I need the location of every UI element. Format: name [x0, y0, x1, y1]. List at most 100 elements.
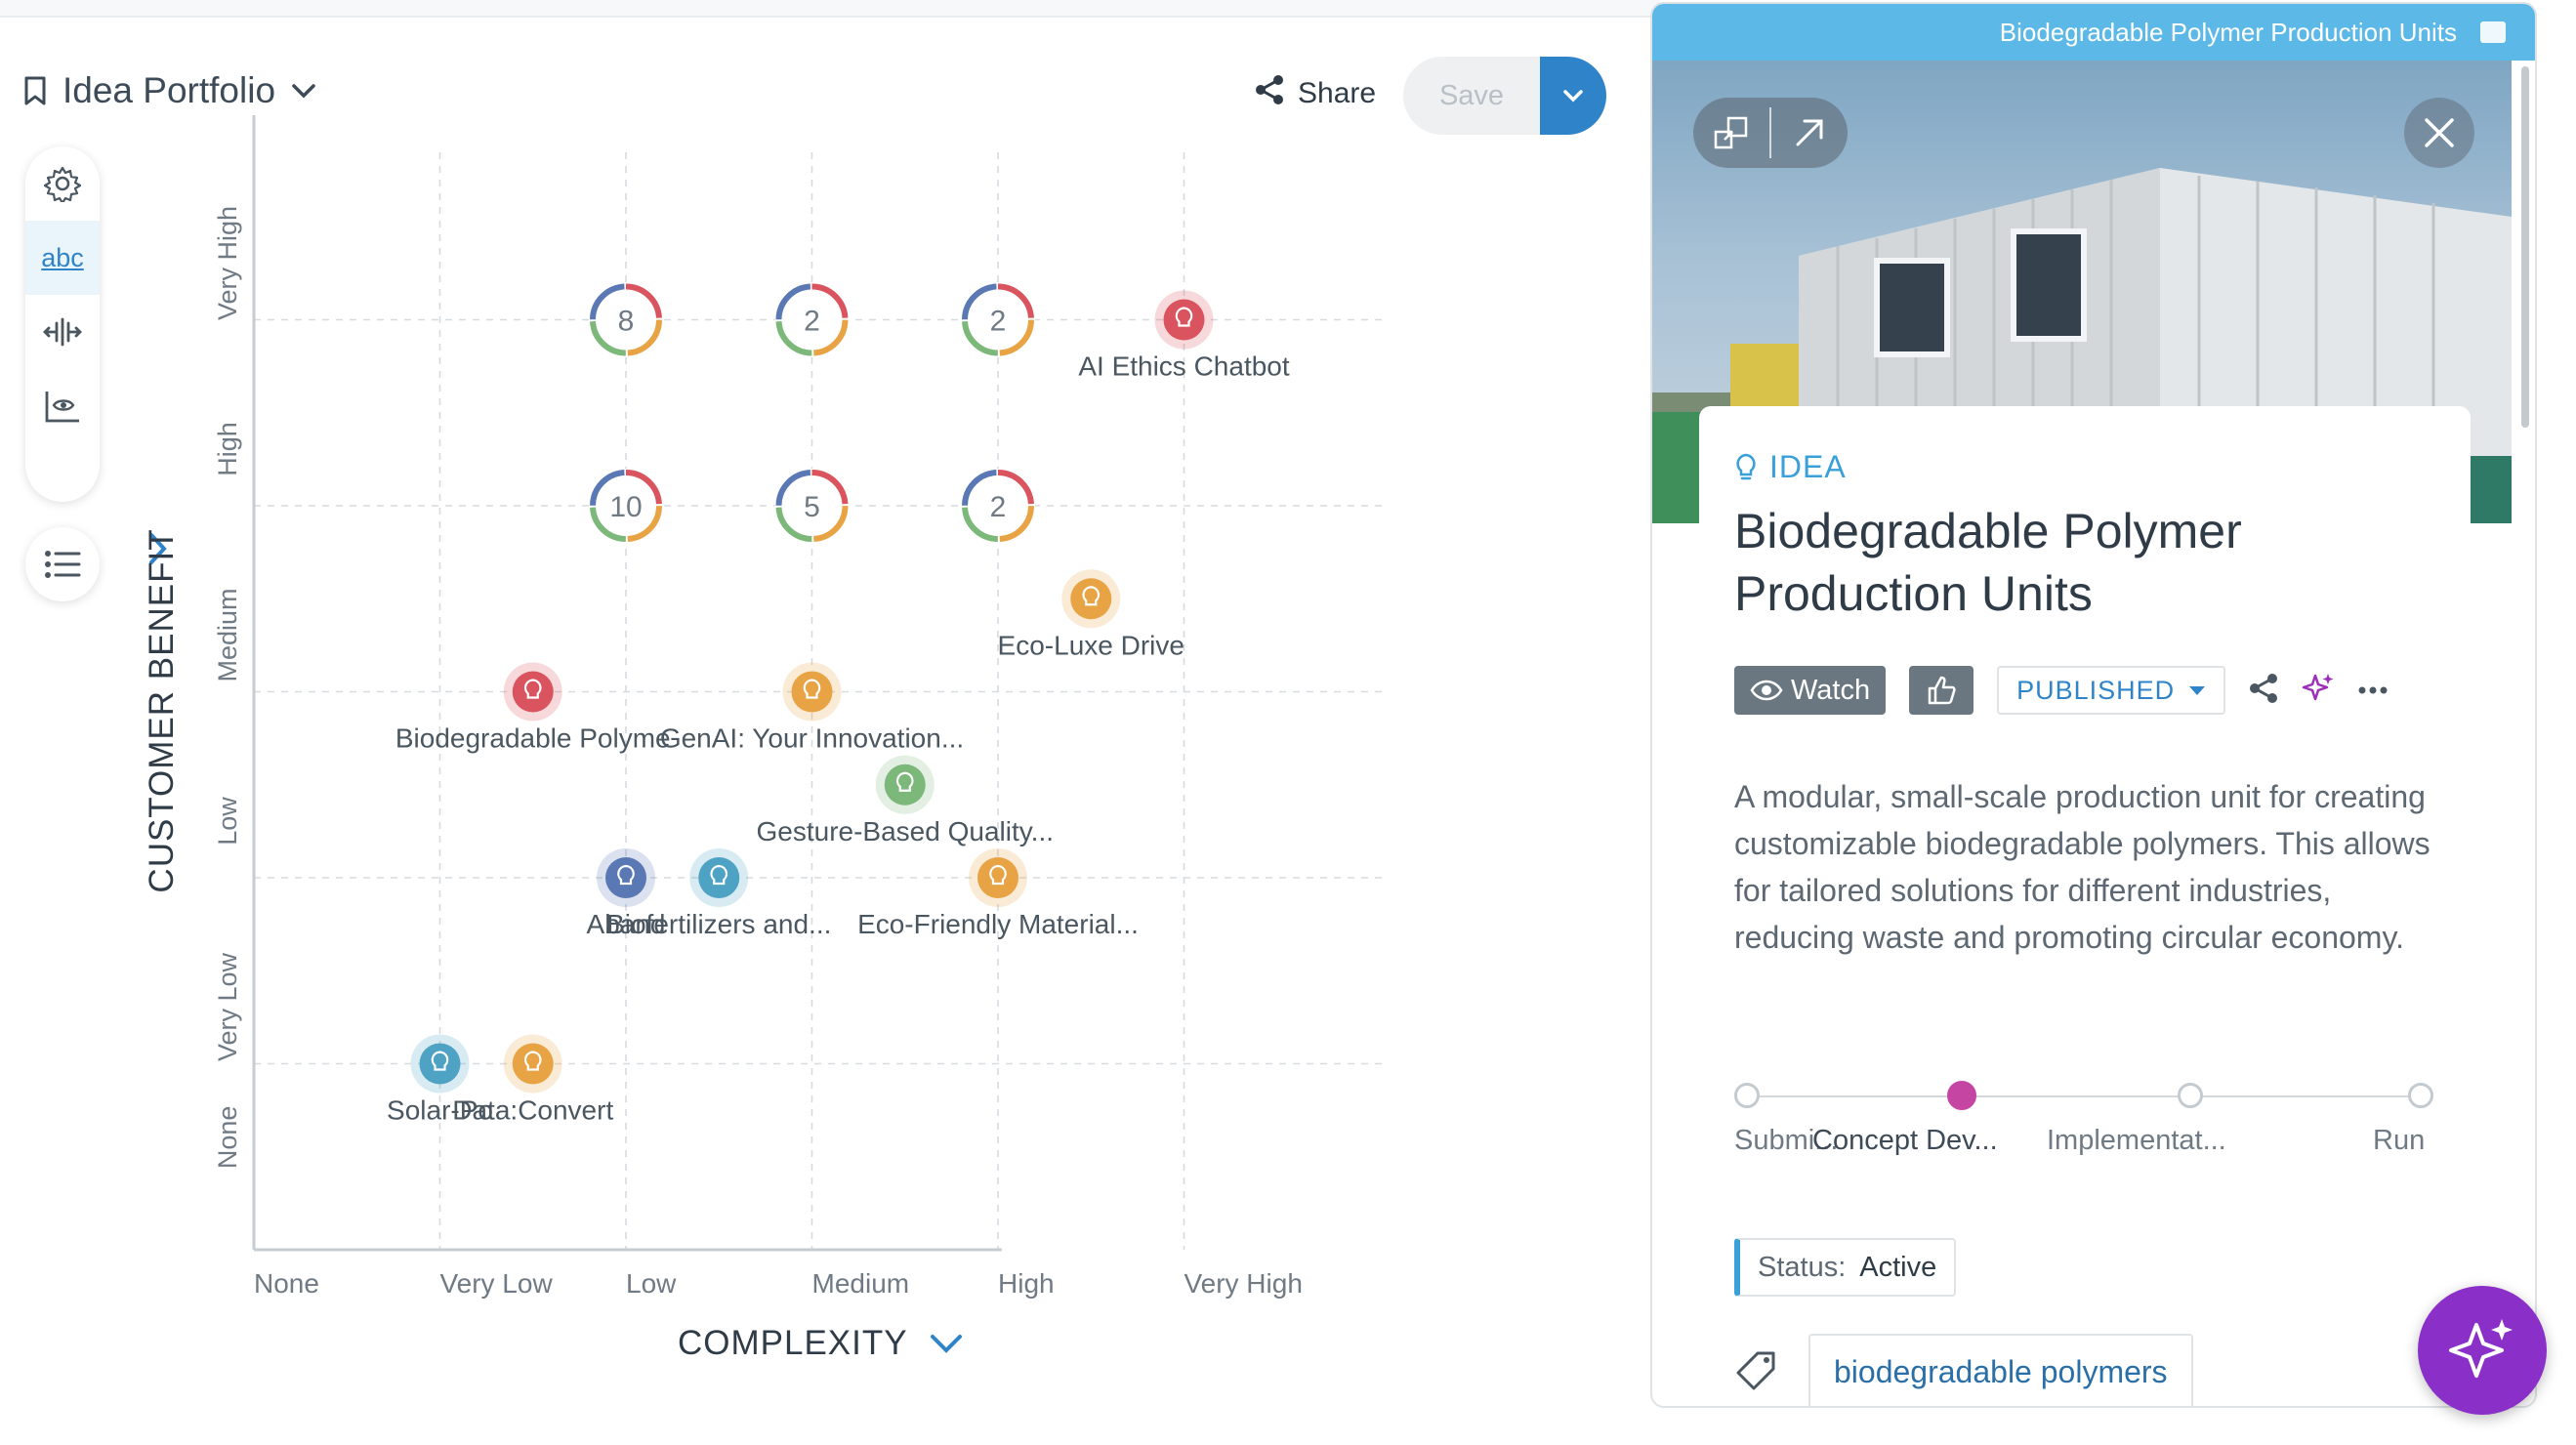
- settings-button[interactable]: [25, 146, 100, 221]
- lightbulb-icon: [895, 771, 914, 792]
- chevron-down-icon: [1563, 90, 1583, 103]
- idea-type-label: IDEA: [1769, 449, 1847, 484]
- arrow-up-right-icon: [1796, 119, 1823, 146]
- status-badge[interactable]: Status: Active: [1734, 1238, 1957, 1297]
- x-tick-label: High: [998, 1268, 1055, 1299]
- idea-label: AI Ethics Chatbot: [1078, 351, 1290, 382]
- cluster-count: 2: [804, 306, 820, 338]
- cluster-ring-segment: [590, 283, 662, 356]
- publish-status-label: PUBLISHED: [2016, 675, 2176, 705]
- idea-marker: [512, 1043, 554, 1085]
- chevron-down-icon: [291, 83, 316, 99]
- idea-marker: [698, 857, 740, 898]
- idea-marker: [791, 671, 833, 713]
- cluster-background: [774, 469, 850, 543]
- list-view-button[interactable]: [25, 527, 100, 601]
- idea-type: IDEA: [1734, 449, 1847, 485]
- spread-icon: [43, 317, 82, 347]
- lightbulb-icon: [1736, 453, 1756, 479]
- scrollbar[interactable]: [2521, 66, 2529, 428]
- list-icon: [45, 551, 81, 578]
- stage-label: Implementat...: [2047, 1125, 2226, 1156]
- lightbulb-icon: [431, 1051, 449, 1071]
- cluster-ring-segment: [962, 470, 1034, 542]
- x-axis-selector[interactable]: COMPLEXITY: [678, 1324, 963, 1363]
- cluster-ring-segment: [775, 283, 849, 356]
- x-axis-title: COMPLEXITY: [678, 1324, 908, 1362]
- idea-marker: [1070, 578, 1112, 620]
- stage-dot[interactable]: [2408, 1083, 2433, 1108]
- x-tick-label: Very High: [1184, 1268, 1303, 1299]
- caret-down-icon: [2189, 686, 2206, 695]
- idea-card: IDEA Biodegradable Polymer Production Un…: [1699, 406, 2471, 1406]
- publish-status-dropdown[interactable]: PUBLISHED: [1997, 666, 2226, 715]
- bookmark-icon: [23, 76, 47, 105]
- y-axis-title: CUSTOMER BENEFIT: [143, 528, 181, 893]
- status-value: Active: [1859, 1251, 1937, 1283]
- stage-stepper: Submi... Concept Dev... Implementat... R…: [1734, 1080, 2437, 1158]
- cluster-background: [589, 469, 663, 543]
- close-panel-button[interactable]: [2404, 98, 2474, 168]
- idea-marker: [977, 857, 1018, 898]
- lightbulb-icon: [1082, 586, 1101, 606]
- y-tick-label: Very Low: [213, 952, 242, 1061]
- chart-eye-icon: [45, 392, 79, 423]
- labels-toggle[interactable]: abc: [25, 221, 100, 295]
- cluster-background: [589, 282, 663, 357]
- tags-row: biodegradable polymers: [1734, 1334, 2193, 1406]
- stage-track: [1748, 1095, 2412, 1097]
- chevron-right-icon[interactable]: [146, 531, 170, 571]
- idea-description: A modular, small-scale production unit f…: [1734, 779, 2431, 955]
- spread-button[interactable]: [25, 295, 100, 369]
- lightbulb-icon: [523, 1051, 542, 1071]
- fit-image-button[interactable]: [1693, 98, 1769, 168]
- save-options-button[interactable]: [1540, 57, 1606, 135]
- share-icon: [1255, 74, 1284, 113]
- ai-assistant-button[interactable]: [2418, 1286, 2547, 1415]
- cluster-count: 5: [804, 491, 820, 523]
- idea-title: Biodegradable Polymer Production Units: [1734, 504, 2242, 621]
- lightbulb-icon: [617, 864, 635, 886]
- tag-icon: [1736, 1351, 1775, 1390]
- y-tick-label: Medium: [213, 588, 242, 681]
- share-label: Share: [1298, 77, 1377, 109]
- tag-chip[interactable]: biodegradable polymers: [1808, 1334, 2193, 1406]
- y-tick-label: Low: [213, 797, 242, 846]
- cluster-ring-segment: [962, 283, 1034, 356]
- minimize-icon[interactable]: [2480, 21, 2506, 43]
- chart-view-button[interactable]: [25, 369, 100, 443]
- top-border: [0, 0, 1660, 18]
- cluster-count: 10: [609, 491, 642, 523]
- save-button[interactable]: Save: [1403, 57, 1540, 135]
- lightbulb-icon: [523, 679, 542, 699]
- idea-marker: [1163, 299, 1205, 341]
- share-button[interactable]: Share: [1255, 74, 1376, 113]
- more-options-icon[interactable]: [2358, 681, 2388, 699]
- portfolio-selector[interactable]: Idea Portfolio: [23, 70, 316, 111]
- ai-sparkle-icon[interactable]: [2302, 672, 2335, 710]
- share-icon[interactable]: [2249, 673, 2278, 709]
- close-icon: [2425, 118, 2454, 147]
- abc-label: abc: [41, 242, 84, 272]
- stage-dot[interactable]: [1734, 1083, 1760, 1108]
- idea-label: Solar-Po: [387, 1095, 493, 1126]
- idea-marker: [884, 764, 926, 805]
- idea-marker: [605, 857, 646, 898]
- idea-marker: [419, 1043, 461, 1085]
- stage-label: Run: [2373, 1125, 2426, 1156]
- cluster-ring-segment: [775, 470, 849, 542]
- open-image-button[interactable]: [1771, 98, 1848, 168]
- like-button[interactable]: [1909, 666, 1974, 715]
- idea-detail-panel: Biodegradable Polymer Production Units: [1650, 2, 2537, 1408]
- idea-label: Data:Convert: [452, 1095, 613, 1126]
- watch-button[interactable]: Watch: [1734, 666, 1887, 715]
- chevron-down-icon: [930, 1335, 962, 1353]
- ai-sparkle-icon: [2449, 1319, 2513, 1378]
- stage-dot[interactable]: [2178, 1083, 2203, 1108]
- x-tick-label: None: [254, 1268, 319, 1299]
- idea-marker: [512, 671, 554, 713]
- panel-title-bar: Biodegradable Polymer Production Units: [1652, 4, 2535, 61]
- x-tick-label: Very Low: [440, 1268, 554, 1299]
- panel-bar-title: Biodegradable Polymer Production Units: [1999, 17, 2457, 47]
- stage-dot-current[interactable]: [1947, 1081, 1976, 1110]
